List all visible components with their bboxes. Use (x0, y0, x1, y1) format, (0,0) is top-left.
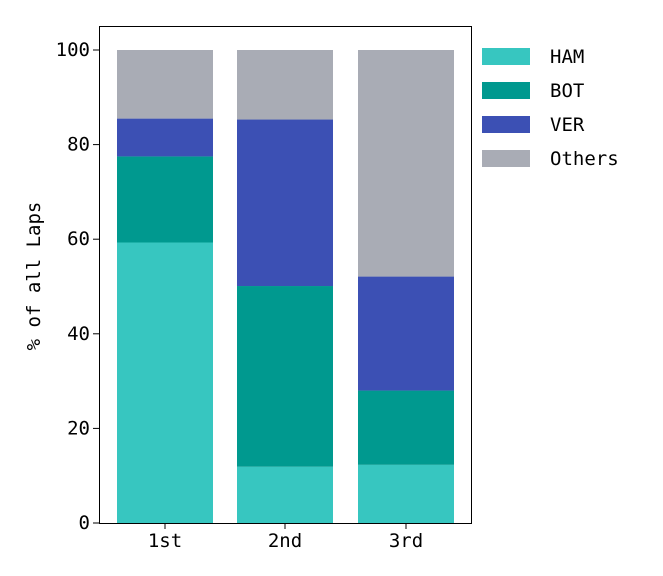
legend-swatch-ham (482, 48, 530, 65)
y-axis-label: % of all Laps (23, 202, 45, 351)
x-axis: 1st 2nd 3rd (148, 523, 423, 552)
x-tick-label: 3rd (389, 530, 423, 552)
bar-2nd-ham (237, 466, 333, 523)
legend-label-ver: VER (550, 114, 585, 136)
bar-2nd-bot (237, 286, 333, 467)
bar-1st-bot (117, 156, 213, 243)
legend-label-ham: HAM (550, 46, 584, 68)
y-tick-label: 100 (56, 39, 90, 61)
legend-swatch-others (482, 150, 530, 167)
bar-2nd-others (237, 50, 333, 120)
bar-1st-others (117, 50, 213, 119)
bar-3rd-others (358, 50, 454, 277)
legend-swatch-ver (482, 116, 530, 133)
x-tick-label: 1st (148, 530, 182, 552)
legend-swatch-bot (482, 82, 530, 99)
bar-2nd-ver (237, 119, 333, 287)
y-tick-label: 60 (67, 228, 90, 250)
bar-3rd-bot (358, 390, 454, 465)
legend-label-others: Others (550, 148, 619, 170)
bar-3rd-ham (358, 464, 454, 523)
y-tick-label: 80 (67, 134, 90, 156)
y-axis: 0 20 40 60 80 100 (56, 39, 99, 534)
legend-label-bot: BOT (550, 80, 584, 102)
bar-1st-ver (117, 118, 213, 157)
y-tick-label: 0 (79, 512, 90, 534)
bar-3rd-ver (358, 276, 454, 391)
legend: HAM BOT VER Others (482, 46, 619, 170)
x-tick-label: 2nd (268, 530, 302, 552)
bar-1st-ham (117, 242, 213, 524)
y-tick-label: 20 (67, 417, 90, 439)
y-tick-label: 40 (67, 323, 90, 345)
bars-layer (117, 50, 454, 524)
